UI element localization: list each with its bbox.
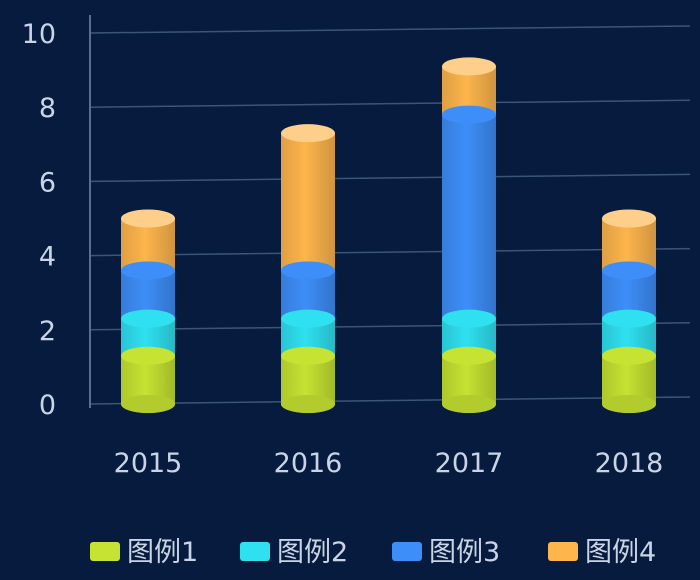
- y-tick-label: 6: [39, 167, 56, 198]
- legend-label: 图例1: [127, 537, 198, 568]
- legend-label: 图例4: [585, 537, 656, 568]
- grid-line: [89, 99, 691, 108]
- y-tick-label: 10: [22, 19, 56, 50]
- bar-bottom-cap: [281, 395, 335, 413]
- bar-segment-seam: [602, 309, 656, 328]
- bar-segment[interactable]: [442, 114, 496, 328]
- legend-item[interactable]: 图例1: [90, 537, 198, 568]
- legend[interactable]: 图例1 图例2 图例3 图例4: [90, 537, 656, 568]
- bar-segment-seam: [602, 346, 656, 365]
- bar-bottom-cap: [602, 395, 656, 413]
- bar-bottom-cap: [442, 395, 496, 413]
- bar-segment-seam: [281, 346, 335, 365]
- legend-swatch: [548, 542, 578, 561]
- bar-segment-seam: [121, 261, 175, 280]
- bar-stack-2018[interactable]: [602, 209, 656, 414]
- y-tick-label: 2: [39, 316, 56, 347]
- bar-segment-body: [281, 133, 335, 280]
- legend-item[interactable]: 图例4: [548, 537, 656, 568]
- y-tick-label: 4: [39, 242, 56, 273]
- bar-stack-2016[interactable]: [281, 124, 335, 413]
- bar-segment-seam: [602, 261, 656, 280]
- bar-segment-seam: [121, 309, 175, 328]
- grid-line: [89, 25, 691, 34]
- grid-line: [89, 322, 691, 331]
- x-tick-labels: 2015 2016 2017 2018: [114, 448, 664, 479]
- bars: [121, 57, 656, 413]
- legend-swatch: [240, 542, 270, 561]
- legend-swatch: [392, 542, 422, 561]
- legend-item[interactable]: 图例3: [392, 537, 500, 568]
- bar-bottom-cap: [121, 395, 175, 413]
- bar-top-cap: [281, 124, 335, 143]
- y-tick-labels: 0 2 4 6 8 10: [22, 19, 56, 421]
- y-tick-label: 8: [39, 93, 56, 124]
- bar-top-cap: [602, 209, 656, 228]
- legend-swatch: [90, 542, 120, 561]
- bar-stack-2015[interactable]: [121, 209, 175, 414]
- grid-line: [89, 173, 691, 183]
- x-tick-label: 2017: [435, 448, 504, 479]
- x-tick-label: 2015: [114, 448, 183, 479]
- legend-item[interactable]: 图例2: [240, 537, 348, 568]
- bar-stack-2017[interactable]: [442, 57, 496, 413]
- bar-top-cap: [442, 57, 496, 76]
- bar-segment-seam: [281, 261, 335, 280]
- grid-line: [89, 396, 691, 405]
- bar-segment-seam: [442, 346, 496, 365]
- bar-segment-seam: [442, 105, 496, 124]
- bar-segment-seam: [121, 346, 175, 365]
- grid-line: [89, 247, 691, 257]
- legend-label: 图例3: [429, 537, 500, 568]
- bar-segment-body: [442, 114, 496, 328]
- x-tick-label: 2016: [274, 448, 343, 479]
- bar-segment-seam: [442, 309, 496, 328]
- bar-segment[interactable]: [281, 133, 335, 280]
- bar-segment-seam: [281, 309, 335, 328]
- x-tick-label: 2018: [595, 448, 664, 479]
- grid-lines: [89, 25, 691, 405]
- bar-top-cap: [121, 209, 175, 228]
- legend-label: 图例2: [277, 537, 348, 568]
- y-tick-label: 0: [39, 390, 56, 421]
